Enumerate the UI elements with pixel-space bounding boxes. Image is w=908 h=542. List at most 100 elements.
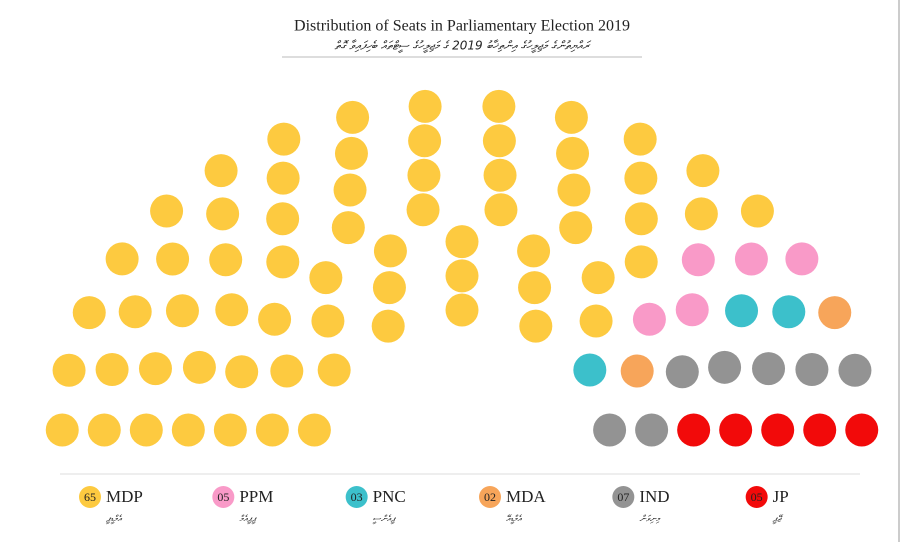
legend-count: 07 <box>617 490 629 504</box>
seat <box>725 294 759 328</box>
seat <box>719 413 753 447</box>
seat <box>482 124 516 158</box>
seat <box>845 413 879 447</box>
seat <box>255 413 289 447</box>
seat <box>72 296 106 330</box>
seat <box>406 193 440 227</box>
seat <box>317 353 351 387</box>
legend-swatch <box>345 486 368 508</box>
seat <box>408 89 442 123</box>
seat <box>483 158 517 192</box>
seat <box>752 352 786 386</box>
seat <box>681 243 715 277</box>
seat <box>740 194 774 228</box>
seat <box>785 242 819 276</box>
chart-subtitle: ރައްޔިތުންގެ މަޖިލީހުގެ އިންތިޚާބު 2019 … <box>335 39 592 54</box>
seat <box>129 413 163 447</box>
seat <box>52 353 86 387</box>
seat <box>624 161 658 195</box>
seat <box>138 352 172 386</box>
seat <box>624 202 658 236</box>
seat <box>182 350 216 384</box>
seat <box>267 122 301 156</box>
legend-swatch <box>79 486 101 508</box>
seat <box>445 259 479 293</box>
seat <box>331 211 365 245</box>
seat <box>45 413 79 447</box>
seat <box>372 271 406 305</box>
seat <box>445 293 479 327</box>
seat <box>156 242 190 276</box>
legend-label: PPM <box>239 487 273 506</box>
chart-title: Distribution of Seats in Parliamentary E… <box>294 18 630 35</box>
legend-local-label: އެމްޑީޕީ <box>106 514 124 525</box>
seat <box>266 245 300 279</box>
seat <box>150 194 184 228</box>
seat <box>204 154 238 188</box>
seat <box>517 234 551 268</box>
seat <box>334 136 368 170</box>
seat <box>593 413 627 447</box>
legend-count: 03 <box>351 490 363 504</box>
legend-count: 65 <box>84 490 96 504</box>
seat <box>266 161 300 195</box>
seat <box>258 302 292 336</box>
seat <box>579 304 613 338</box>
legend-count: 05 <box>751 490 763 504</box>
seat <box>675 293 709 327</box>
seat <box>623 122 657 156</box>
legend-swatch <box>745 486 768 508</box>
seat <box>761 413 795 447</box>
seat <box>371 309 405 343</box>
seat <box>213 413 247 447</box>
seat <box>309 261 343 295</box>
seat <box>554 100 588 134</box>
seat <box>557 173 591 207</box>
legend-label: MDP <box>106 487 143 506</box>
seat <box>333 173 367 207</box>
seat <box>171 413 205 447</box>
seat <box>407 158 441 192</box>
seat <box>665 355 699 389</box>
legend-label: IND <box>639 487 669 506</box>
seat <box>118 295 152 329</box>
legend-local-label: އެމްޑީއޭ <box>506 514 523 525</box>
legend-swatch <box>212 486 235 508</box>
legend-swatch <box>612 486 635 508</box>
seat <box>624 245 658 279</box>
seat <box>266 202 300 236</box>
seat <box>559 211 593 245</box>
seat <box>734 242 768 276</box>
seat <box>209 243 243 277</box>
seat <box>87 413 121 447</box>
seat <box>838 353 872 387</box>
seat <box>772 295 806 329</box>
legend-local-label: ޕީއެންސީ <box>372 514 396 525</box>
seat <box>519 309 553 343</box>
legend-count: 05 <box>217 490 229 504</box>
seat <box>620 354 654 388</box>
seat <box>270 354 304 388</box>
seat <box>484 193 518 227</box>
seat <box>708 350 742 384</box>
seat <box>686 154 720 188</box>
seat <box>165 294 199 328</box>
seat <box>684 197 718 231</box>
seat <box>311 304 345 338</box>
legend-label: JP <box>773 487 789 506</box>
seat <box>95 353 129 387</box>
legend-label: MDA <box>506 487 546 506</box>
seat <box>482 89 516 123</box>
seat <box>373 234 407 268</box>
legend-count: 02 <box>484 490 496 504</box>
seat <box>573 353 607 387</box>
seat <box>795 353 829 387</box>
seat <box>818 296 852 330</box>
legend-local-label: މިނިވަން <box>639 515 661 525</box>
seat <box>635 413 669 447</box>
seat <box>632 302 666 336</box>
legend-swatch <box>479 486 501 508</box>
seat <box>408 124 442 158</box>
seat <box>215 293 249 327</box>
